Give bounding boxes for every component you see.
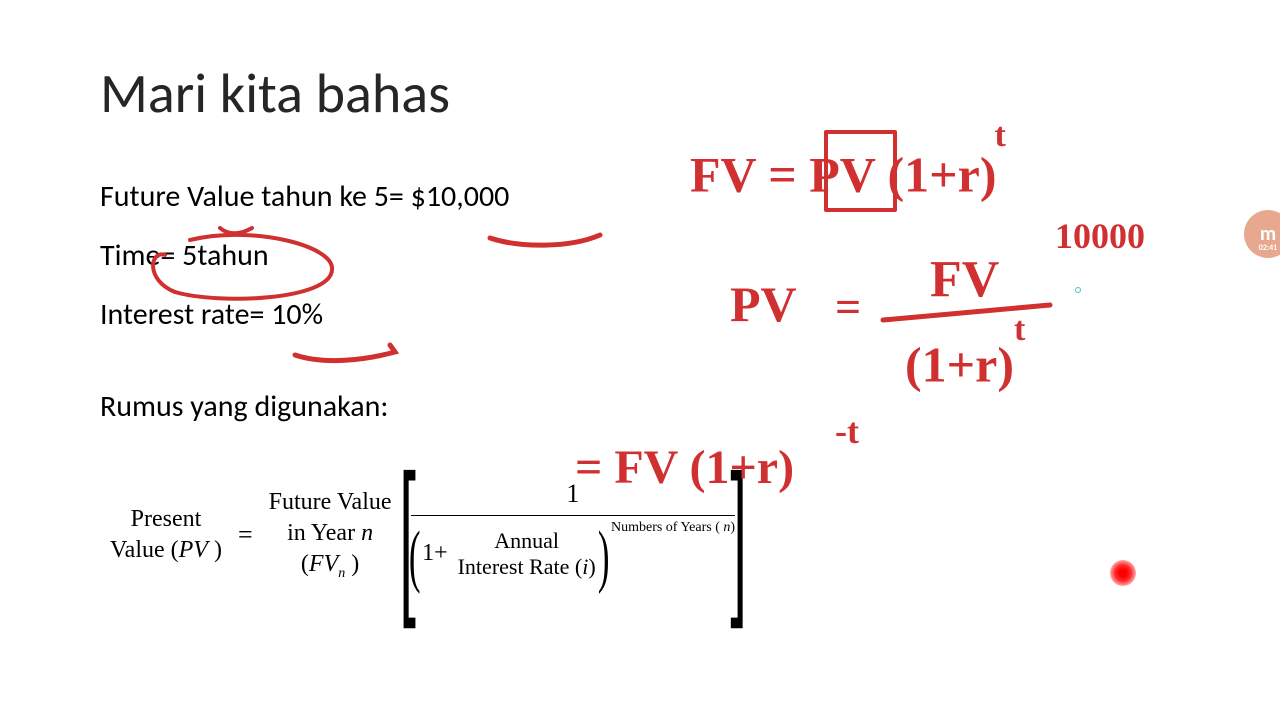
hw-pv-num: FV [930, 250, 999, 309]
hw-pv-den: (1+r)t [905, 335, 1025, 394]
hw-pv-lhs: PV [730, 275, 797, 333]
fv-term: Future Value in Year n (FVn ) [269, 487, 392, 583]
hw-pv-eq: = [835, 280, 861, 333]
equals-sign: = [238, 520, 253, 550]
hw-fv-formula: FV = PV (1+r)t [690, 145, 1008, 204]
denominator: ( 1+ Annual Interest Rate (i) ) Numbers … [411, 516, 735, 592]
laser-pointer [1110, 560, 1136, 586]
time-line: Time= 5tahun [100, 227, 1180, 284]
pv-term: Present Value (PV ) [110, 504, 222, 566]
hw-neg-t-exp: -t [835, 410, 859, 452]
fv-line: Future Value tahun ke 5= $10,000 [100, 168, 1180, 225]
cursor-indicator [1075, 287, 1081, 293]
hw-10000: 10000 [1055, 215, 1145, 257]
slide-content: Mari kita bahas Future Value tahun ke 5=… [0, 0, 1280, 720]
slide-title: Mari kita bahas [100, 60, 1180, 128]
hw-fv-neg-t: = FV (1+r) [575, 440, 794, 495]
exponent: Numbers of Years ( n) [611, 520, 735, 536]
